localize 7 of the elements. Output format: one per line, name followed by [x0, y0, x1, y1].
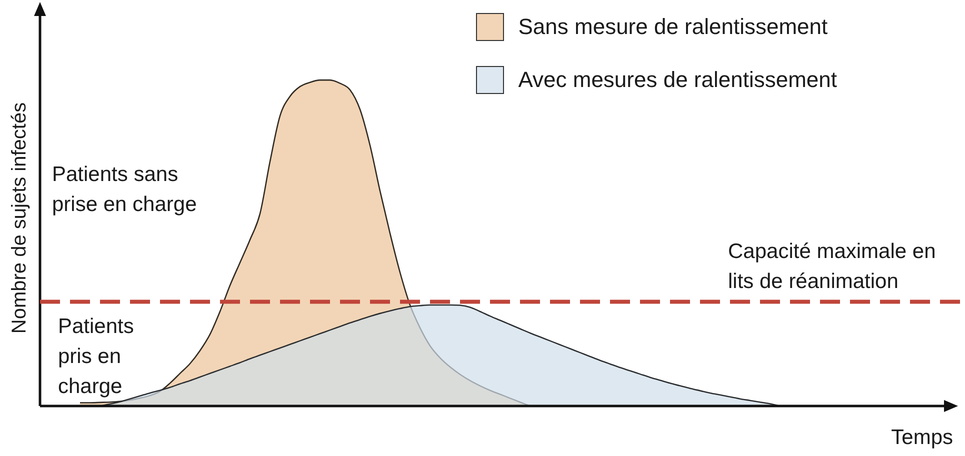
- legend-label: Avec mesures de ralentissement: [518, 66, 837, 92]
- legend-label: Sans mesure de ralentissement: [518, 14, 828, 40]
- ref-line-label: Capacité maximale en lits de réanimation: [728, 238, 937, 295]
- x-axis-title: Temps: [891, 425, 953, 451]
- y-axis-title: Nombre de sujets infectés: [8, 102, 32, 334]
- annotation: Patients pris en charge: [58, 314, 135, 400]
- annotation: Patients sans prise en charge: [52, 162, 198, 218]
